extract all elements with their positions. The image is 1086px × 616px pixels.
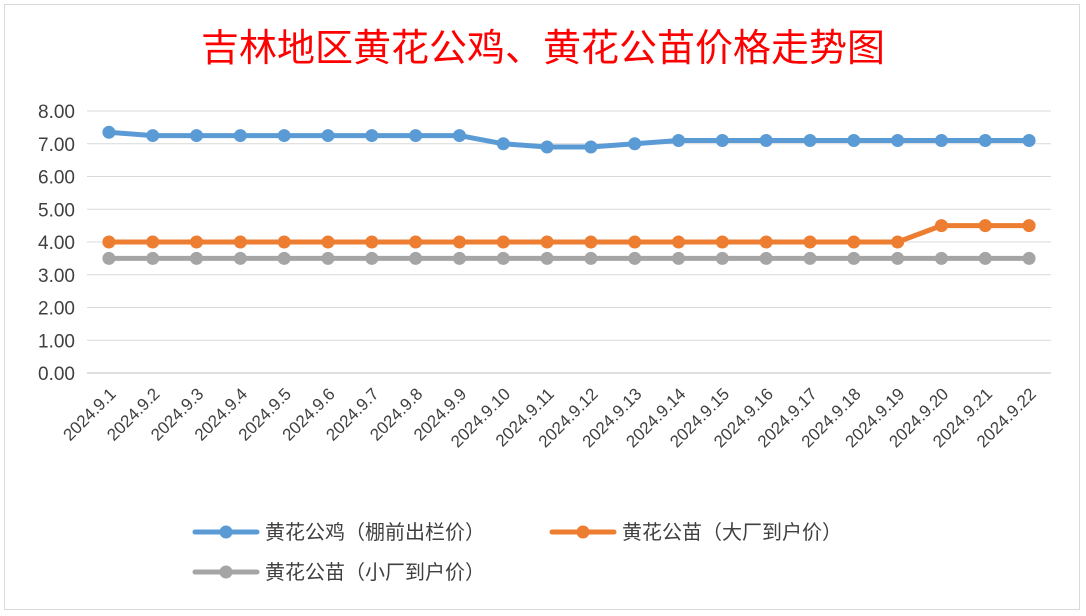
data-point bbox=[715, 133, 729, 147]
data-point bbox=[233, 235, 247, 249]
line-chart: 吉林地区黄花公鸡、黄花公苗价格走势图 0.00 1.00 2.00 3.00 4.00 5… bbox=[38, 26, 1051, 584]
series-line bbox=[106, 129, 1032, 150]
data-point bbox=[715, 235, 729, 249]
data-point bbox=[277, 251, 291, 265]
legend: 黄花公鸡（棚前出栏价） 黄花公苗（大厂到户价） 黄花公苗（小厂到户价） bbox=[192, 520, 842, 584]
data-point bbox=[409, 235, 423, 249]
y-tick-label: 0.00 bbox=[38, 364, 75, 385]
data-point bbox=[628, 137, 642, 151]
data-point bbox=[365, 129, 379, 143]
data-point bbox=[102, 251, 116, 265]
series-3 bbox=[102, 251, 1036, 265]
y-axis-ticks: 0.00 1.00 2.00 3.00 4.00 5.00 6.00 7.00 8.00 bbox=[38, 102, 75, 385]
legend-label: 黄花公鸡（棚前出栏价） bbox=[265, 520, 485, 544]
data-point bbox=[277, 129, 291, 143]
data-point bbox=[190, 251, 204, 265]
data-point bbox=[540, 251, 554, 265]
data-point bbox=[584, 251, 598, 265]
data-point bbox=[496, 235, 510, 249]
data-point bbox=[803, 235, 817, 249]
data-point bbox=[365, 235, 379, 249]
data-point bbox=[365, 251, 379, 265]
data-point bbox=[146, 129, 160, 143]
legend-marker bbox=[219, 565, 233, 579]
data-point bbox=[934, 219, 948, 233]
chart-title: 吉林地区黄花公鸡、黄花公苗价格走势图 bbox=[201, 26, 885, 70]
data-point bbox=[146, 235, 160, 249]
data-point bbox=[321, 129, 335, 143]
data-point bbox=[452, 129, 466, 143]
series-1 bbox=[102, 125, 1036, 154]
data-point bbox=[759, 133, 773, 147]
data-point bbox=[1022, 219, 1036, 233]
data-point bbox=[891, 133, 905, 147]
y-tick-label: 6.00 bbox=[38, 168, 75, 189]
legend-entry: 黄花公苗（大厂到户价） bbox=[549, 520, 842, 544]
data-point bbox=[452, 235, 466, 249]
y-tick-label: 1.00 bbox=[38, 331, 75, 352]
data-point bbox=[847, 251, 861, 265]
data-point bbox=[277, 235, 291, 249]
series-2 bbox=[102, 219, 1036, 249]
data-point bbox=[1022, 133, 1036, 147]
data-point bbox=[190, 235, 204, 249]
data-point bbox=[978, 133, 992, 147]
data-point bbox=[233, 129, 247, 143]
data-point bbox=[803, 133, 817, 147]
data-point bbox=[891, 235, 905, 249]
data-point bbox=[233, 251, 247, 265]
data-point bbox=[452, 251, 466, 265]
data-point bbox=[628, 235, 642, 249]
data-point bbox=[496, 251, 510, 265]
data-point bbox=[540, 140, 554, 154]
series-line bbox=[106, 223, 1032, 245]
data-point bbox=[540, 235, 554, 249]
data-point bbox=[672, 133, 686, 147]
data-point bbox=[1022, 251, 1036, 265]
data-point bbox=[102, 235, 116, 249]
y-tick-label: 5.00 bbox=[38, 200, 75, 221]
y-tick-label: 4.00 bbox=[38, 233, 75, 254]
data-point bbox=[934, 133, 948, 147]
data-point bbox=[672, 251, 686, 265]
data-point bbox=[409, 251, 423, 265]
data-point bbox=[321, 235, 335, 249]
data-point bbox=[934, 251, 948, 265]
data-point bbox=[146, 251, 160, 265]
legend-entry: 黄花公鸡（棚前出栏价） bbox=[192, 520, 485, 544]
data-point bbox=[190, 129, 204, 143]
y-tick-label: 3.00 bbox=[38, 266, 75, 287]
data-point bbox=[584, 235, 598, 249]
chart-frame: 吉林地区黄花公鸡、黄花公苗价格走势图 0.00 1.00 2.00 3.00 4.00 5… bbox=[4, 4, 1080, 610]
legend-marker bbox=[576, 525, 590, 539]
data-point bbox=[321, 251, 335, 265]
data-point bbox=[847, 133, 861, 147]
legend-label: 黄花公苗（小厂到户价） bbox=[265, 560, 485, 584]
data-point bbox=[759, 251, 773, 265]
y-tick-label: 2.00 bbox=[38, 299, 75, 320]
legend-label: 黄花公苗（大厂到户价） bbox=[622, 520, 842, 544]
data-point bbox=[891, 251, 905, 265]
data-point bbox=[496, 137, 510, 151]
series-layer bbox=[102, 125, 1036, 265]
data-point bbox=[102, 125, 116, 139]
legend-entry: 黄花公苗（小厂到户价） bbox=[192, 560, 485, 584]
y-tick-label: 8.00 bbox=[38, 102, 75, 123]
data-point bbox=[628, 251, 642, 265]
data-point bbox=[715, 251, 729, 265]
data-point bbox=[759, 235, 773, 249]
data-point bbox=[847, 235, 861, 249]
y-tick-label: 7.00 bbox=[38, 135, 75, 156]
data-point bbox=[978, 219, 992, 233]
legend-marker bbox=[219, 525, 233, 539]
x-axis-ticks: 2024.9.12024.9.22024.9.32024.9.42024.9.5… bbox=[60, 384, 1040, 451]
data-point bbox=[584, 140, 598, 154]
data-point bbox=[672, 235, 686, 249]
data-point bbox=[409, 129, 423, 143]
data-point bbox=[803, 251, 817, 265]
data-point bbox=[978, 251, 992, 265]
